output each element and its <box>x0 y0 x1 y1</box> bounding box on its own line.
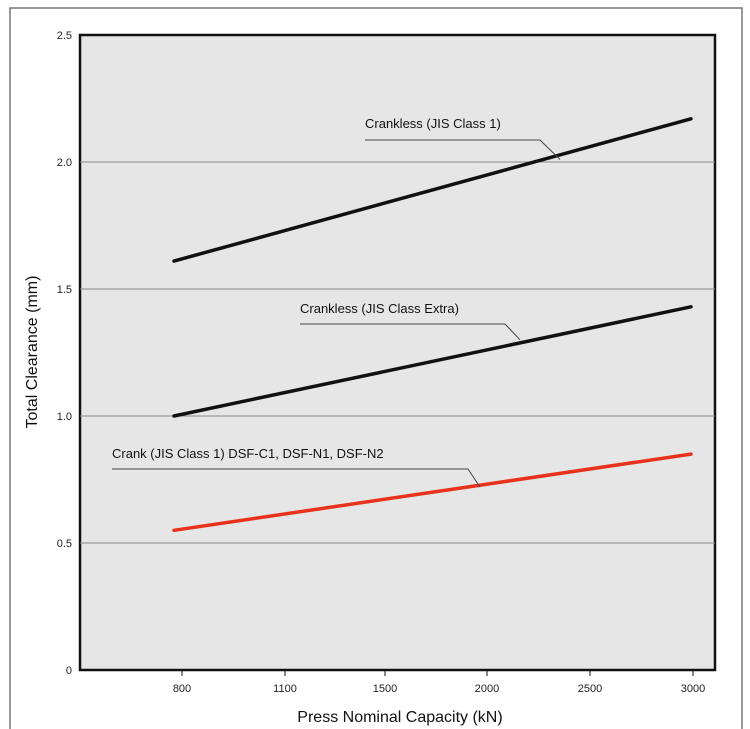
series-lines <box>172 117 693 533</box>
y-axis-title: Total Clearance (mm) <box>24 276 41 429</box>
x-tick-label: 2500 <box>578 683 602 695</box>
y-tick-label: 0 <box>66 665 72 677</box>
series-annotations: Crankless (JIS Class 1) Crankless (JIS Cl… <box>112 116 561 488</box>
annotation-leader <box>300 323 521 341</box>
series-line-3 <box>172 452 693 533</box>
x-tick-label: 1500 <box>373 683 397 695</box>
y-tick-label: 1.5 <box>57 284 72 296</box>
x-tick-label: 2000 <box>475 683 499 695</box>
y-tick-label: 0.5 <box>57 538 72 550</box>
y-tick-label: 2.0 <box>57 157 72 169</box>
series-line-2 <box>172 305 693 418</box>
series-label-2: Crankless (JIS Class Extra) <box>300 301 459 316</box>
x-axis-title: Press Nominal Capacity (kN) <box>297 709 502 726</box>
x-tick-label: 800 <box>173 683 191 695</box>
series-label-1: Crankless (JIS Class 1) <box>365 116 501 131</box>
annotation-leader <box>112 468 481 488</box>
x-tick-label: 1100 <box>273 683 297 695</box>
series-label-3: Crank (JIS Class 1) DSF-C1, DSF-N1, DSF-… <box>112 446 384 461</box>
y-tick-label: 1.0 <box>57 411 72 423</box>
y-tick-label: 2.5 <box>57 30 72 42</box>
x-tick-label: 3000 <box>681 683 705 695</box>
y-tick-labels: 0 0.5 1.0 1.5 2.0 2.5 <box>57 30 72 677</box>
series-line-1 <box>172 117 693 263</box>
gridlines <box>80 161 715 544</box>
x-tick-labels: 800 1100 1500 2000 2500 3000 <box>173 670 705 695</box>
annotation-leader <box>365 139 561 160</box>
